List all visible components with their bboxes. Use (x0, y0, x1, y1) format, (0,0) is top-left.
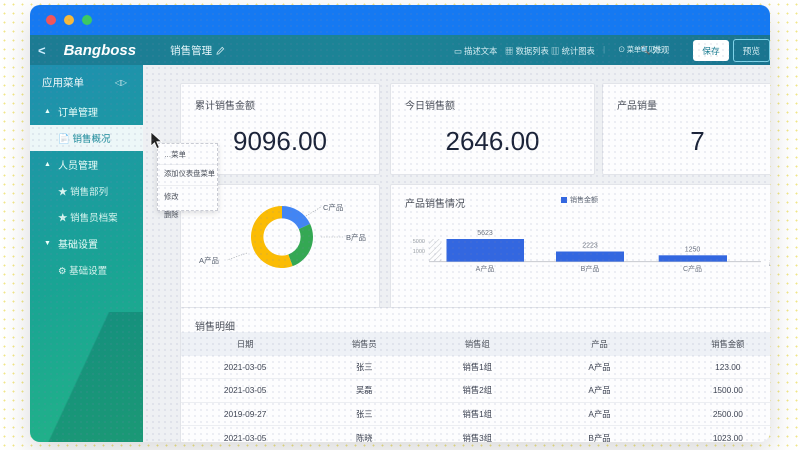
svg-text:C产品: C产品 (683, 264, 702, 273)
svg-text:A产品: A产品 (476, 264, 495, 273)
svg-text:2223: 2223 (582, 243, 598, 250)
svg-text:A产品: A产品 (199, 255, 219, 265)
svg-text:1250: 1250 (685, 246, 701, 253)
svg-text:5623: 5623 (477, 230, 493, 237)
svg-text:B产品: B产品 (581, 264, 600, 273)
svg-text:B产品: B产品 (346, 232, 366, 242)
svg-text:5000: 5000 (413, 239, 425, 245)
svg-text:C产品: C产品 (323, 202, 343, 212)
svg-text:1000: 1000 (413, 249, 425, 255)
svg-text:产品: 产品 (769, 258, 770, 267)
